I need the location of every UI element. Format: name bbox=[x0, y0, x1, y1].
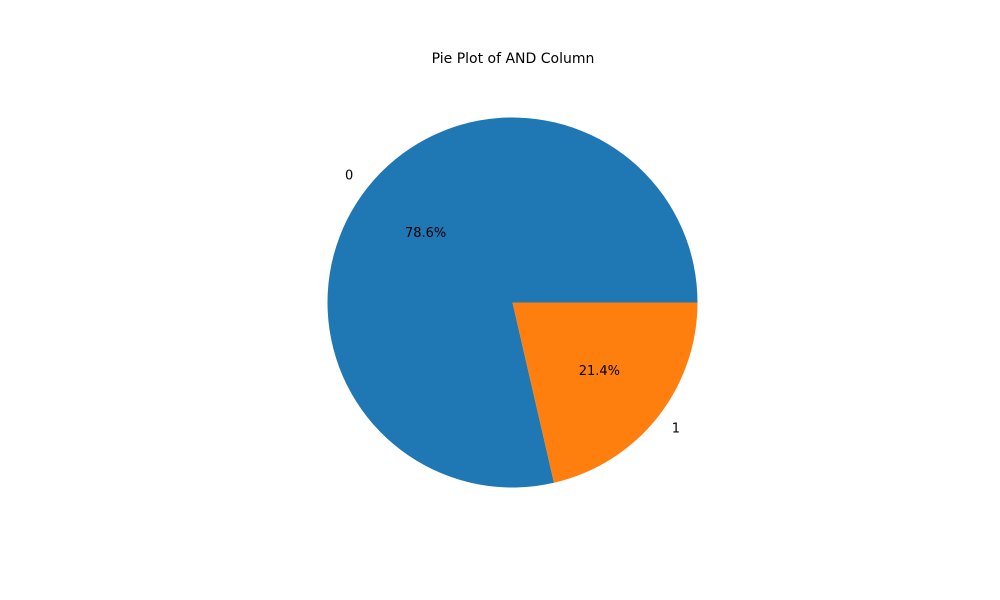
pie-labels: 78.6% 0 21.4% 1 bbox=[345, 168, 680, 436]
pie-percent-label-0: 78.6% bbox=[405, 226, 446, 241]
pie-slice-1 bbox=[512, 302, 698, 483]
pie-slices bbox=[327, 117, 698, 488]
pie-category-label-1: 1 bbox=[672, 422, 680, 437]
chart-title: Pie Plot of AND Column bbox=[432, 51, 595, 67]
pie-percent-label-1: 21.4% bbox=[579, 364, 620, 379]
pie-category-label-0: 0 bbox=[345, 168, 353, 183]
